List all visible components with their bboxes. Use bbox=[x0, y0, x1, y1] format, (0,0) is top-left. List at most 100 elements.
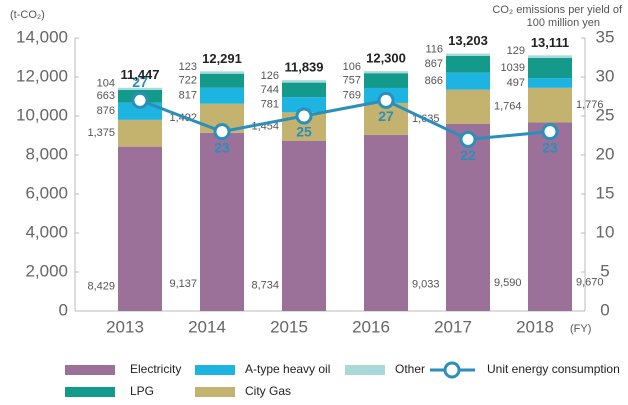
data-label: 9,033 bbox=[412, 278, 440, 290]
line-point bbox=[541, 123, 559, 141]
total-label: 11,447 bbox=[120, 67, 159, 82]
y-tick-label: 8,000 bbox=[25, 144, 68, 163]
data-label: 9,590 bbox=[494, 277, 522, 289]
bar-segment bbox=[118, 87, 162, 90]
data-label: 722 bbox=[179, 75, 197, 87]
x-tick-label: 2017 bbox=[434, 317, 472, 336]
bar-segment bbox=[446, 123, 490, 312]
data-label: 744 bbox=[261, 84, 279, 96]
total-label: 11,839 bbox=[284, 60, 323, 75]
data-label: 27 bbox=[132, 74, 148, 90]
y2-tick-label: 30 bbox=[596, 66, 615, 85]
line-point bbox=[131, 91, 149, 109]
legend-swatch bbox=[65, 387, 115, 397]
y2-axis-label: 100 million yen bbox=[527, 17, 600, 29]
y2-axis-label: CO₂ emissions per yield of bbox=[492, 4, 623, 16]
bar-segment bbox=[364, 71, 408, 74]
data-label: 757 bbox=[343, 75, 361, 87]
y-tick-label: 4,000 bbox=[25, 222, 68, 241]
x-tick-label: 2014 bbox=[188, 317, 226, 336]
y2-tick-label: 20 bbox=[596, 144, 615, 163]
data-label: 1,764 bbox=[494, 101, 522, 113]
data-label: 8,734 bbox=[251, 279, 279, 291]
data-label: 116 bbox=[425, 43, 443, 55]
bar-segment bbox=[118, 102, 162, 120]
bar-segment bbox=[282, 80, 326, 83]
bar-segment bbox=[528, 57, 572, 79]
bar-segment bbox=[282, 97, 326, 113]
legend-label: City Gas bbox=[245, 384, 291, 398]
data-label: 106 bbox=[343, 61, 361, 73]
y-tick-label: 6,000 bbox=[25, 183, 68, 202]
y-tick-label: 2,000 bbox=[25, 261, 68, 280]
legend-label: LPG bbox=[130, 384, 154, 398]
data-label: 23 bbox=[542, 139, 558, 155]
data-label: 1,776 bbox=[576, 99, 604, 111]
x-suffix: (FY) bbox=[570, 323, 591, 335]
line-point bbox=[295, 107, 313, 125]
data-label: 1,375 bbox=[87, 127, 115, 139]
data-label: 876 bbox=[97, 105, 115, 117]
bar-segment bbox=[118, 146, 162, 311]
data-label: 497 bbox=[507, 77, 525, 89]
x-tick-label: 2018 bbox=[516, 317, 554, 336]
bar-segment bbox=[200, 71, 244, 74]
data-label: 22 bbox=[460, 147, 476, 163]
bar-segment bbox=[282, 82, 326, 98]
legend-swatch bbox=[195, 387, 235, 397]
x-tick-label: 2013 bbox=[106, 317, 144, 336]
x-tick-label: 2015 bbox=[270, 317, 308, 336]
data-label: 123 bbox=[179, 61, 197, 73]
data-label: 867 bbox=[425, 58, 443, 70]
legend-label: Other bbox=[395, 362, 425, 376]
line bbox=[139, 98, 551, 141]
x-tick-label: 2016 bbox=[352, 317, 390, 336]
total-label: 13,111 bbox=[531, 35, 569, 50]
y2-tick-label: 15 bbox=[596, 183, 615, 202]
data-label: 8,429 bbox=[87, 280, 115, 292]
data-label: 126 bbox=[261, 70, 279, 82]
total-label: 12,300 bbox=[366, 51, 406, 66]
y-axis-label: (t-CO₂) bbox=[10, 9, 45, 21]
bar-segment bbox=[528, 78, 572, 88]
legend-swatch bbox=[65, 365, 115, 375]
data-label: 25 bbox=[296, 124, 312, 140]
y-tick-label: 0 bbox=[59, 300, 68, 319]
y2-tick-label: 25 bbox=[596, 105, 615, 124]
data-label: 866 bbox=[425, 75, 443, 87]
legend-label: Electricity bbox=[130, 362, 181, 376]
bar-segment bbox=[528, 122, 572, 311]
y2-tick-label: 10 bbox=[596, 222, 615, 241]
bar-segment bbox=[364, 73, 408, 88]
data-label: 9,670 bbox=[576, 277, 604, 289]
y-tick-label: 10,000 bbox=[16, 105, 68, 124]
data-label: 23 bbox=[214, 139, 230, 155]
line-point bbox=[213, 123, 231, 141]
legend-swatch bbox=[345, 365, 385, 375]
bar-segment bbox=[282, 140, 326, 311]
bar-segment bbox=[446, 55, 490, 73]
y2-tick-label: 5 bbox=[600, 261, 609, 280]
data-label: 1039 bbox=[501, 62, 525, 74]
bar-segment bbox=[200, 87, 244, 104]
bar-segment bbox=[446, 53, 490, 56]
total-label: 12,291 bbox=[202, 51, 242, 66]
y2-tick-label: 0 bbox=[600, 300, 609, 319]
legend-label: Unit energy consumption bbox=[487, 362, 620, 376]
bar-segment bbox=[446, 72, 490, 90]
legend-swatch bbox=[195, 365, 235, 375]
data-label: 129 bbox=[507, 45, 525, 57]
total-label: 13,203 bbox=[448, 33, 488, 48]
bar-segment bbox=[528, 87, 572, 123]
data-label: 781 bbox=[261, 99, 279, 111]
line-point bbox=[459, 130, 477, 148]
bar-segment bbox=[200, 132, 244, 311]
data-label: 663 bbox=[97, 90, 115, 102]
data-label: 9,137 bbox=[169, 278, 197, 290]
data-label: 769 bbox=[343, 89, 361, 101]
y-tick-label: 12,000 bbox=[16, 66, 68, 85]
y-tick-label: 14,000 bbox=[16, 27, 68, 46]
bar-segment bbox=[118, 119, 162, 147]
legend-label: A-type heavy oil bbox=[245, 362, 330, 376]
